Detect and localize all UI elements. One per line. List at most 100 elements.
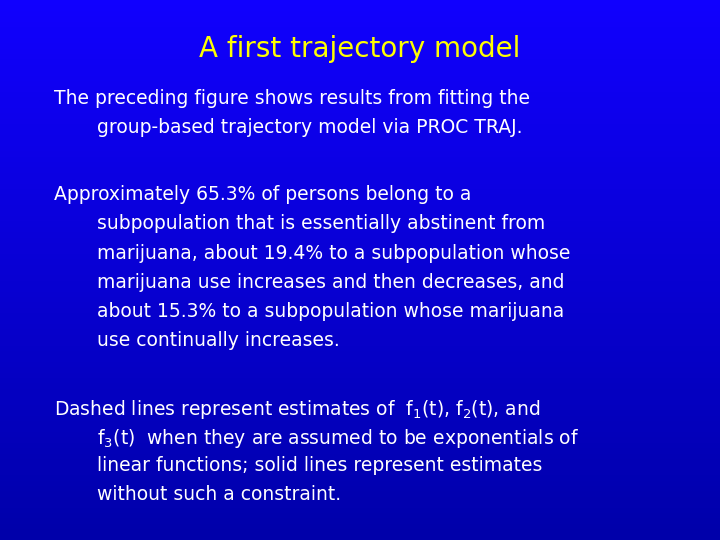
- Bar: [0, 416, 720, 421]
- Bar: [0, 319, 720, 324]
- Bar: [0, 43, 720, 49]
- Bar: [0, 135, 720, 140]
- Bar: [0, 383, 720, 389]
- Bar: [0, 151, 720, 157]
- Text: Approximately 65.3% of persons belong to a: Approximately 65.3% of persons belong to…: [54, 185, 472, 204]
- Bar: [0, 421, 720, 427]
- Bar: [0, 65, 720, 70]
- Text: use continually increases.: use continually increases.: [97, 331, 340, 350]
- Bar: [0, 81, 720, 86]
- Bar: [0, 178, 720, 184]
- Bar: [0, 394, 720, 400]
- Bar: [0, 16, 720, 22]
- Bar: [0, 464, 720, 470]
- Bar: [0, 221, 720, 227]
- Text: linear functions; solid lines represent estimates: linear functions; solid lines represent …: [97, 456, 543, 475]
- Bar: [0, 22, 720, 27]
- Bar: [0, 497, 720, 502]
- Text: A first trajectory model: A first trajectory model: [199, 35, 521, 63]
- Bar: [0, 32, 720, 38]
- Text: marijuana, about 19.4% to a subpopulation whose: marijuana, about 19.4% to a subpopulatio…: [97, 244, 570, 262]
- Bar: [0, 162, 720, 167]
- Bar: [0, 292, 720, 297]
- Bar: [0, 308, 720, 313]
- Bar: [0, 486, 720, 491]
- Bar: [0, 119, 720, 124]
- Bar: [0, 297, 720, 302]
- Bar: [0, 113, 720, 119]
- Bar: [0, 0, 720, 5]
- Bar: [0, 70, 720, 76]
- Bar: [0, 437, 720, 443]
- Bar: [0, 76, 720, 81]
- Bar: [0, 49, 720, 54]
- Bar: [0, 54, 720, 59]
- Bar: [0, 443, 720, 448]
- Bar: [0, 232, 720, 238]
- Bar: [0, 281, 720, 286]
- Bar: [0, 400, 720, 405]
- Bar: [0, 351, 720, 356]
- Bar: [0, 205, 720, 211]
- Bar: [0, 275, 720, 281]
- Bar: [0, 454, 720, 459]
- Text: group-based trajectory model via PROC TRAJ.: group-based trajectory model via PROC TR…: [97, 118, 523, 137]
- Bar: [0, 524, 720, 529]
- Bar: [0, 346, 720, 351]
- Bar: [0, 427, 720, 432]
- Bar: [0, 108, 720, 113]
- Bar: [0, 405, 720, 410]
- Bar: [0, 254, 720, 259]
- Bar: [0, 92, 720, 97]
- Bar: [0, 97, 720, 103]
- Bar: [0, 27, 720, 32]
- Bar: [0, 194, 720, 200]
- Bar: [0, 216, 720, 221]
- Bar: [0, 211, 720, 216]
- Bar: [0, 103, 720, 108]
- Bar: [0, 459, 720, 464]
- Bar: [0, 340, 720, 346]
- Bar: [0, 356, 720, 362]
- Bar: [0, 265, 720, 270]
- Bar: [0, 373, 720, 378]
- Text: $\mathregular{f_3}$(t)  when they are assumed to be exponentials of: $\mathregular{f_3}$(t) when they are ass…: [97, 427, 580, 450]
- Bar: [0, 227, 720, 232]
- Bar: [0, 518, 720, 524]
- Bar: [0, 313, 720, 319]
- Bar: [0, 389, 720, 394]
- Text: Dashed lines represent estimates of  $\mathregular{f_1}$(t), $\mathregular{f_2}$: Dashed lines represent estimates of $\ma…: [54, 398, 540, 421]
- Bar: [0, 200, 720, 205]
- Bar: [0, 86, 720, 92]
- Bar: [0, 448, 720, 454]
- Bar: [0, 367, 720, 373]
- Bar: [0, 481, 720, 486]
- Bar: [0, 259, 720, 265]
- Bar: [0, 5, 720, 11]
- Bar: [0, 270, 720, 275]
- Bar: [0, 508, 720, 513]
- Bar: [0, 513, 720, 518]
- Text: about 15.3% to a subpopulation whose marijuana: about 15.3% to a subpopulation whose mar…: [97, 302, 564, 321]
- Bar: [0, 248, 720, 254]
- Bar: [0, 11, 720, 16]
- Bar: [0, 189, 720, 194]
- Bar: [0, 324, 720, 329]
- Bar: [0, 335, 720, 340]
- Bar: [0, 378, 720, 383]
- Bar: [0, 157, 720, 162]
- Bar: [0, 432, 720, 437]
- Bar: [0, 243, 720, 248]
- Bar: [0, 535, 720, 540]
- Bar: [0, 124, 720, 130]
- Bar: [0, 329, 720, 335]
- Bar: [0, 167, 720, 173]
- Text: The preceding figure shows results from fitting the: The preceding figure shows results from …: [54, 89, 530, 108]
- Bar: [0, 146, 720, 151]
- Bar: [0, 184, 720, 189]
- Bar: [0, 362, 720, 367]
- Text: without such a constraint.: without such a constraint.: [97, 485, 341, 504]
- Bar: [0, 475, 720, 481]
- Bar: [0, 130, 720, 135]
- Bar: [0, 286, 720, 292]
